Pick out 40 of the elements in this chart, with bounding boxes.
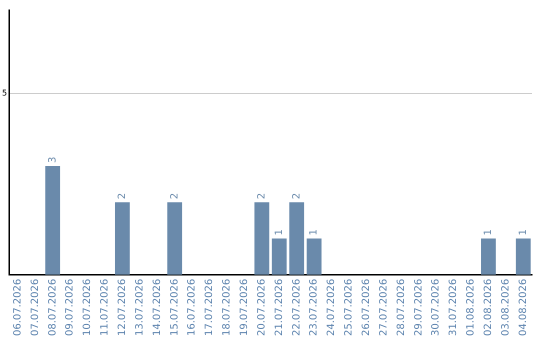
data-label: 3 <box>47 156 58 163</box>
x-tick-label: 16.07.2026 <box>186 278 198 336</box>
x-tick-label: 23.07.2026 <box>308 278 320 336</box>
data-label: 1 <box>518 229 529 236</box>
x-tick-label: 18.07.2026 <box>222 278 233 336</box>
x-tick-label: 31.07.2026 <box>448 278 460 336</box>
x-tick-label: 24.07.2026 <box>326 278 338 336</box>
y-tick-label: 5 <box>2 88 8 98</box>
x-tick-label: 27.07.2026 <box>378 278 390 336</box>
x-tick-label: 09.07.2026 <box>64 278 76 336</box>
x-tick-label: 08.07.2026 <box>47 278 58 336</box>
x-tick-label: 01.08.2026 <box>466 278 477 336</box>
x-tick-label: 25.07.2026 <box>344 278 355 336</box>
data-label: 2 <box>291 192 302 200</box>
x-tick-label: 06.07.2026 <box>12 278 24 336</box>
data-label: 1 <box>308 229 320 236</box>
x-tick-label: 29.07.2026 <box>413 278 424 336</box>
x-tick-label: 14.07.2026 <box>152 278 163 336</box>
data-label: 2 <box>116 192 128 200</box>
x-tick-label: 12.07.2026 <box>116 278 128 336</box>
x-tick-label: 19.07.2026 <box>238 278 250 336</box>
data-label: 1 <box>274 229 285 236</box>
data-label: 1 <box>483 229 494 236</box>
x-tick-label: 21.07.2026 <box>274 278 285 336</box>
x-tick-label: 03.08.2026 <box>500 278 512 336</box>
x-tick-label: 28.07.2026 <box>396 278 407 336</box>
data-label: 2 <box>256 192 268 200</box>
x-tick-label: 02.08.2026 <box>483 278 494 336</box>
x-tick-label: 17.07.2026 <box>204 278 216 336</box>
x-tick-label: 04.08.2026 <box>518 278 529 336</box>
x-tick-label: 30.07.2026 <box>430 278 442 336</box>
x-tick-label: 10.07.2026 <box>82 278 94 336</box>
x-tick-label: 26.07.2026 <box>361 278 372 336</box>
x-tick-label: 13.07.2026 <box>134 278 146 336</box>
x-tick-label: 20.07.2026 <box>256 278 268 336</box>
x-tick-label: 11.07.2026 <box>100 278 111 336</box>
x-tick-label: 07.07.2026 <box>30 278 41 336</box>
x-tick-label: 15.07.2026 <box>169 278 180 336</box>
x-tick-label: 22.07.2026 <box>291 278 302 336</box>
data-label: 2 <box>169 192 180 200</box>
